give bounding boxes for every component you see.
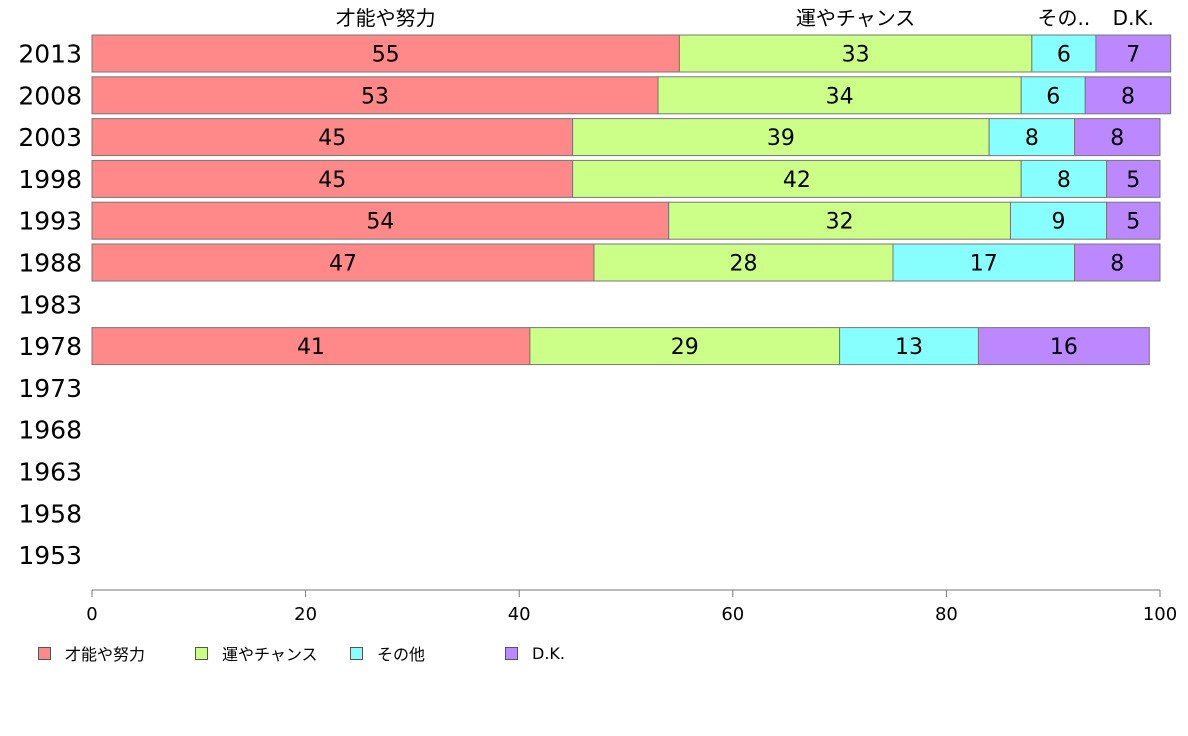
category-label: 1993: [18, 207, 82, 236]
data-label: 16: [1050, 335, 1078, 360]
bar-segment: [593, 243, 894, 282]
data-label: 8: [1025, 126, 1039, 151]
x-tick-label: 20: [294, 604, 317, 625]
bar-segment: [1074, 118, 1161, 157]
data-label: 45: [318, 126, 346, 151]
x-tick-label: 0: [86, 604, 97, 625]
bar-segment: [1095, 34, 1172, 73]
category-label: 2013: [18, 40, 82, 69]
bar-segment: [1020, 76, 1086, 115]
legend-label: 運やチャンス: [222, 645, 318, 664]
bar-segment: [657, 76, 1022, 115]
legend-label: D.K.: [532, 643, 565, 663]
data-label: 6: [1046, 84, 1060, 109]
legend-item: 運やチャンス: [195, 642, 318, 664]
category-label: 2003: [18, 123, 82, 152]
bar-segment: [977, 327, 1150, 366]
bar-segment: [1009, 201, 1108, 240]
data-label: 55: [372, 43, 400, 68]
bar-segment: [892, 243, 1076, 282]
data-label: 9: [1052, 210, 1066, 235]
x-tick-label: 80: [935, 604, 958, 625]
category-label: 1953: [18, 541, 82, 570]
data-label: 54: [366, 210, 394, 235]
x-tick-label: 40: [508, 604, 531, 625]
bar-segment: [91, 201, 670, 240]
data-label: 41: [297, 335, 325, 360]
bar-segment: [1106, 159, 1161, 198]
x-tick-label: 100: [1143, 604, 1177, 625]
data-label: 17: [970, 252, 998, 277]
bar-segment: [1074, 243, 1161, 282]
category-label: 2008: [18, 81, 82, 110]
data-label: 8: [1110, 126, 1124, 151]
x-tick-label: 60: [721, 604, 744, 625]
category-label: 1978: [18, 332, 82, 361]
data-label: 29: [671, 335, 699, 360]
data-label: 7: [1126, 43, 1140, 68]
bar-segment: [91, 327, 531, 366]
bar-segment: [839, 327, 979, 366]
category-label: 1988: [18, 249, 82, 278]
data-label: 42: [783, 168, 811, 193]
data-label: 47: [329, 252, 357, 277]
bar-segment: [1106, 201, 1161, 240]
data-label: 13: [895, 335, 923, 360]
data-label: 28: [729, 252, 757, 277]
legend: 才能や努力 運やチャンス その他 D.K.: [38, 642, 1138, 664]
data-label: 5: [1126, 168, 1140, 193]
category-label: 1963: [18, 458, 82, 487]
legend-swatch: [195, 646, 208, 660]
data-label: 45: [318, 168, 346, 193]
data-label: 8: [1057, 168, 1071, 193]
category-label: 1998: [18, 165, 82, 194]
bar-segment: [668, 201, 1011, 240]
data-label: 39: [767, 126, 795, 151]
series-header-0: 才能や努力: [336, 6, 436, 30]
data-label: 5: [1126, 210, 1140, 235]
legend-item: その他: [350, 642, 425, 664]
data-label: 8: [1121, 84, 1135, 109]
legend-swatch: [38, 646, 51, 660]
data-label: 8: [1110, 252, 1124, 277]
bar-segment: [572, 159, 1022, 198]
series-header-3: D.K.: [1113, 6, 1154, 30]
bar-segment: [91, 118, 574, 157]
legend-item: 才能や努力: [38, 642, 145, 664]
category-label: 1983: [18, 290, 82, 319]
category-label: 1958: [18, 499, 82, 528]
data-label: 32: [826, 210, 854, 235]
bar-segment: [91, 159, 574, 198]
legend-swatch: [505, 646, 518, 660]
legend-swatch: [350, 646, 363, 660]
data-label: 34: [826, 84, 854, 109]
legend-label: 才能や努力: [65, 645, 146, 664]
category-label: 1973: [18, 374, 82, 403]
series-header-2: その..: [1038, 6, 1091, 30]
bar-segment: [91, 76, 659, 115]
series-header-1: 運やチャンス: [796, 6, 915, 30]
data-label: 6: [1057, 43, 1071, 68]
bar-segment: [1084, 76, 1172, 115]
bar-segment: [572, 118, 990, 157]
category-label: 1968: [18, 416, 82, 445]
data-label: 33: [842, 43, 870, 68]
legend-label: その他: [377, 645, 426, 664]
legend-item: D.K.: [505, 642, 565, 664]
bar-segment: [678, 34, 1033, 73]
data-label: 53: [361, 84, 389, 109]
bar-segment: [91, 34, 680, 73]
bar-segment: [1031, 34, 1097, 73]
bar-segment: [91, 243, 595, 282]
